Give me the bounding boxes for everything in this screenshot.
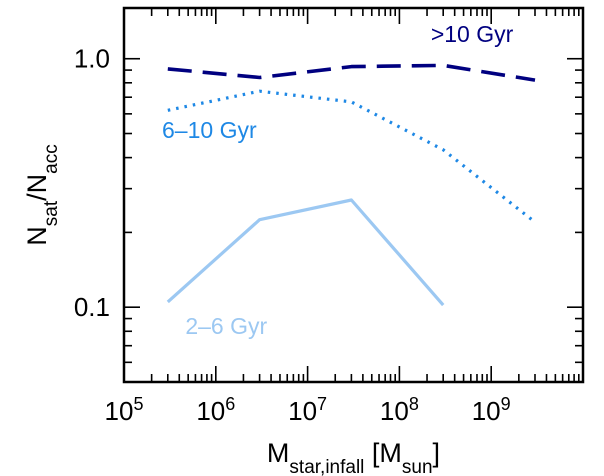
series-line-2-6-gyr: [166, 198, 445, 307]
y-tick-label: 0.1: [74, 292, 110, 322]
y-axis-label: Nsat/Nacc: [22, 144, 62, 245]
plot-frame: [122, 6, 585, 384]
x-axis-label: Mstar,infall [Msun]: [267, 438, 440, 476]
series-label-2-6-gyr: 2–6 Gyr: [185, 313, 267, 339]
series-label-10-gyr: >10 Gyr: [431, 21, 514, 47]
x-tick-label: 106: [196, 394, 235, 426]
series-layer: [166, 63, 536, 307]
x-tick-label: 105: [105, 394, 144, 426]
series-line-6-10-gyr: [167, 89, 536, 224]
labels-layer: 105 106 107 108 109 0.1 1.0 >10 Gyr 6–10 Gyr 2–6 …: [74, 21, 514, 426]
x-tick-label: 108: [380, 394, 419, 426]
y-tick-label: 1.0: [74, 44, 110, 74]
series-label-6-10-gyr: 6–10 Gyr: [162, 117, 257, 143]
series-line-10-gyr: [167, 63, 536, 82]
x-tick-label: 109: [472, 394, 511, 426]
x-tick-label: 107: [288, 394, 327, 426]
tick-layer: [123, 8, 584, 383]
